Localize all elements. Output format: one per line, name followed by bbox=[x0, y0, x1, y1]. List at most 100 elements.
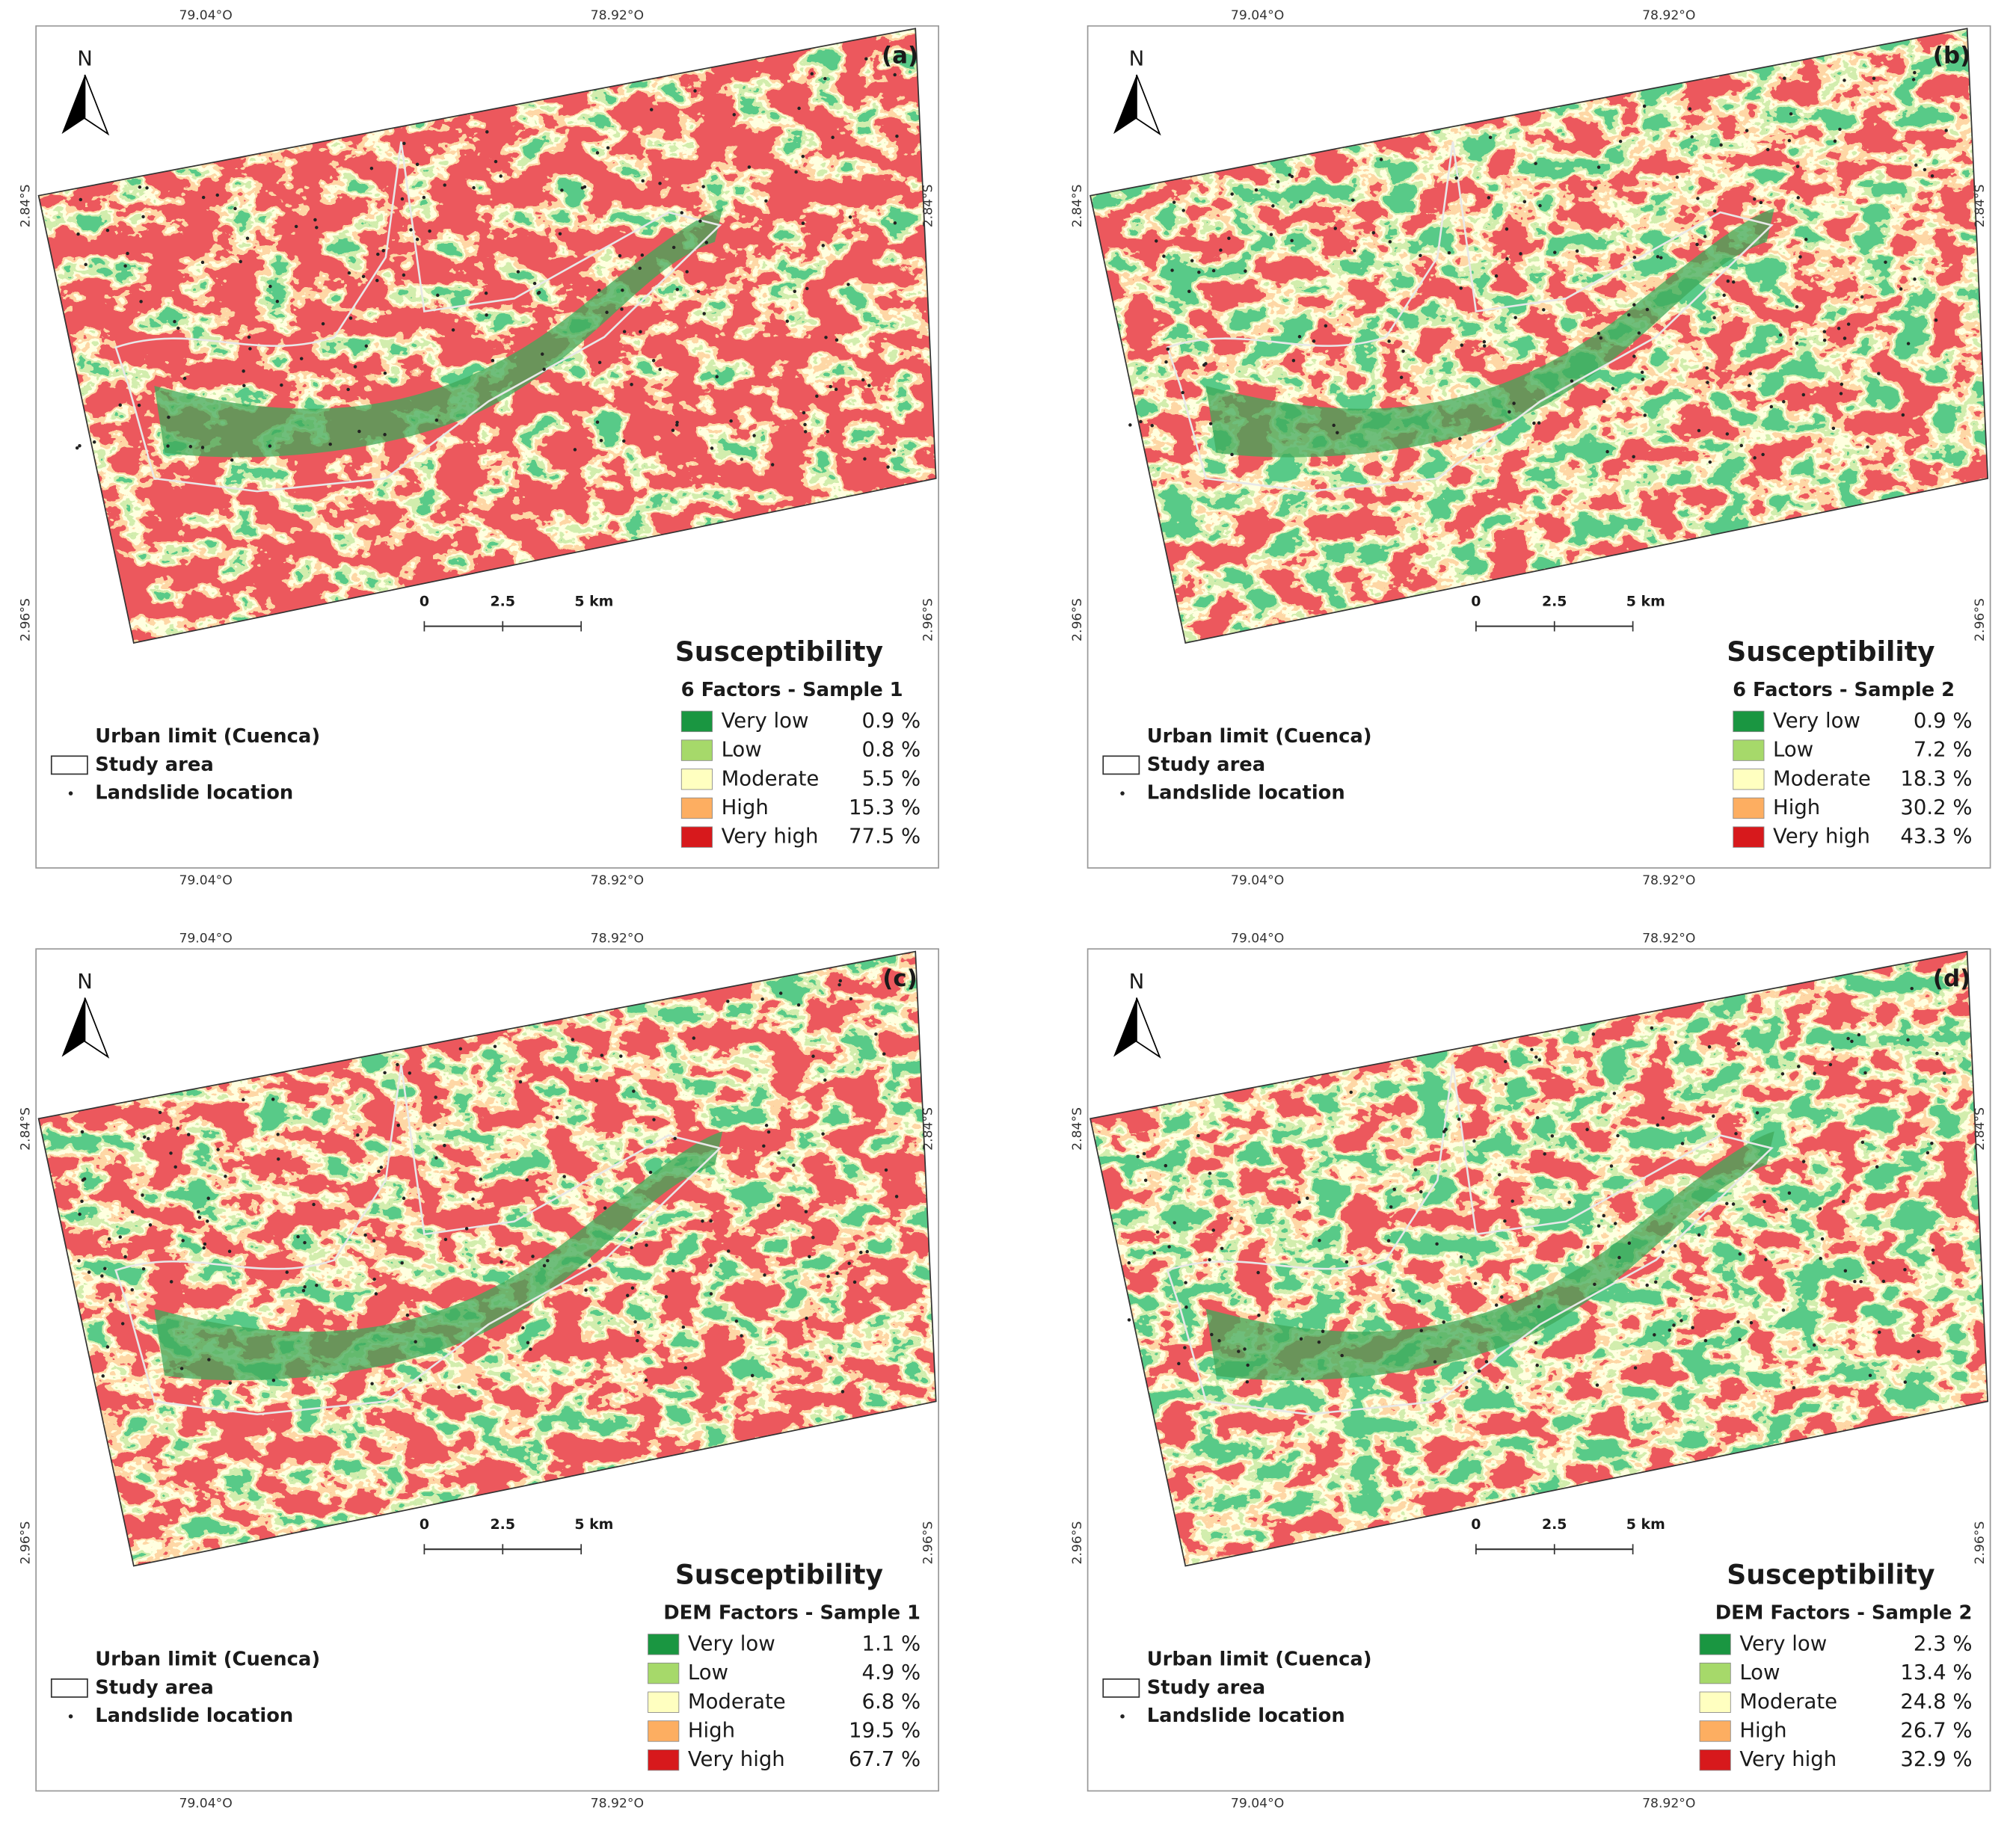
legend-class: High bbox=[722, 795, 769, 819]
landslide-dot bbox=[1417, 1299, 1422, 1303]
scale-label: 0 bbox=[1471, 593, 1481, 609]
landslide-dot bbox=[1617, 1255, 1621, 1260]
landslide-dot bbox=[1860, 1140, 1865, 1145]
longitude-label: 79.04°O bbox=[1231, 931, 1284, 946]
landslide-dot bbox=[636, 1330, 640, 1335]
landslide-dot bbox=[1822, 330, 1827, 333]
landslide-dot bbox=[1392, 1288, 1395, 1293]
landslide-dot bbox=[834, 387, 838, 392]
legend-class: High bbox=[1739, 1718, 1786, 1742]
landslide-dot bbox=[692, 1036, 696, 1040]
landslide-dot bbox=[491, 359, 495, 363]
landslide-dot bbox=[698, 219, 702, 223]
landslide-dot bbox=[1656, 1123, 1660, 1127]
landslide-dot bbox=[493, 1044, 497, 1048]
landslide-dot bbox=[1691, 1326, 1694, 1329]
landslide-dot bbox=[1457, 1117, 1461, 1121]
landslide-dot bbox=[186, 1133, 191, 1136]
landslide-dot bbox=[1846, 322, 1851, 326]
landslide-dot bbox=[1857, 1032, 1861, 1037]
landslide-dot bbox=[372, 1239, 376, 1243]
longitude-label: 78.92°O bbox=[591, 1797, 644, 1812]
landslide-dot bbox=[1697, 428, 1701, 433]
landslide-dot bbox=[276, 1133, 280, 1136]
scale-label: 5 km bbox=[574, 1516, 613, 1533]
landslide-dot bbox=[1155, 1230, 1160, 1234]
landslide-dot bbox=[1166, 347, 1170, 351]
longitude-label: 79.04°O bbox=[179, 8, 232, 23]
legend-swatch bbox=[648, 1634, 680, 1655]
landslide-dot bbox=[479, 1178, 483, 1181]
landslide-dot bbox=[1419, 253, 1422, 258]
landslide-dot bbox=[181, 1239, 185, 1243]
landslide-dot bbox=[603, 1206, 607, 1210]
landslide-dot bbox=[1627, 313, 1631, 317]
landslide-dot bbox=[328, 442, 332, 446]
latitude-label: 2.84°S bbox=[1973, 185, 1988, 228]
landslide-dot bbox=[1217, 1339, 1221, 1343]
landslide-dot bbox=[622, 330, 627, 333]
study-area-symbol bbox=[1102, 1678, 1140, 1698]
landslide-dot bbox=[1911, 1334, 1915, 1338]
landslide-dot bbox=[1482, 339, 1487, 344]
landslide-dot bbox=[1401, 349, 1405, 353]
landslide-dot bbox=[801, 154, 805, 158]
study-area-outline bbox=[37, 950, 937, 1567]
landslide-dot bbox=[1181, 390, 1184, 395]
landslide-dot bbox=[846, 283, 850, 286]
landslide-dot bbox=[348, 316, 353, 320]
landslide-dot bbox=[268, 444, 272, 448]
landslide-dot bbox=[704, 241, 709, 244]
landslide-dot bbox=[595, 420, 600, 424]
urban-limit bbox=[1166, 141, 1774, 493]
legend-class: Low bbox=[1739, 1661, 1780, 1684]
landslide-dot bbox=[1392, 1187, 1396, 1191]
landslide-dot bbox=[1703, 235, 1707, 238]
landslide-dot bbox=[1795, 341, 1799, 345]
valley bbox=[154, 1131, 723, 1381]
landslide-dot bbox=[434, 1095, 437, 1099]
north-label: N bbox=[1129, 970, 1145, 994]
landslide-dot bbox=[1747, 384, 1751, 388]
landslide-dot bbox=[1512, 401, 1516, 405]
legend-value: 32.9 % bbox=[1900, 1747, 1972, 1771]
legend-class: Very low bbox=[1773, 709, 1860, 733]
landslide-dot bbox=[1846, 1036, 1850, 1041]
map-panel: 79.04°O 79.04°O 78.92°O 78.92°O 2.84°S 2.84°S… bbox=[18, 931, 940, 1812]
landslide-dot bbox=[77, 1259, 81, 1263]
landslide-dot bbox=[1299, 200, 1303, 204]
landslide-dot bbox=[636, 1338, 639, 1343]
landslide-dot bbox=[108, 1299, 113, 1302]
landslide-dot bbox=[105, 228, 110, 233]
landslide-dot bbox=[649, 108, 654, 111]
landslide-dot bbox=[1734, 1132, 1738, 1136]
landslide-dot bbox=[1838, 127, 1842, 132]
landslide-dot bbox=[861, 378, 865, 382]
landslide-dot bbox=[1170, 268, 1174, 272]
landslide-dot bbox=[1299, 1337, 1303, 1341]
landslide-dot bbox=[92, 440, 96, 444]
landslide-dot bbox=[1797, 1065, 1801, 1068]
landslide-dot bbox=[1609, 1164, 1614, 1168]
landslide-dot bbox=[529, 1347, 532, 1351]
landslide-dot bbox=[1164, 1163, 1168, 1168]
landslide-dot bbox=[1288, 173, 1291, 177]
landslide-dot bbox=[1689, 1296, 1693, 1301]
landslide-dot bbox=[764, 1124, 769, 1127]
north-arrow-right bbox=[84, 74, 110, 136]
landslide-dot bbox=[1934, 318, 1938, 322]
landslide-dot bbox=[138, 185, 142, 189]
landslide-dot bbox=[347, 271, 351, 275]
landslide-dot bbox=[84, 262, 87, 267]
landslide-dot bbox=[419, 1378, 422, 1382]
landslide-dot bbox=[892, 448, 896, 452]
legend-swatch bbox=[648, 1662, 680, 1684]
landslide-dot bbox=[484, 291, 488, 295]
landslide-dot bbox=[1792, 1385, 1796, 1390]
legend-class: Moderate bbox=[1739, 1690, 1837, 1714]
landslide-dot bbox=[555, 1115, 559, 1120]
legend-value: 4.9 % bbox=[861, 1661, 921, 1684]
landslide-dot bbox=[1796, 196, 1800, 200]
landslide-dot bbox=[188, 445, 193, 449]
